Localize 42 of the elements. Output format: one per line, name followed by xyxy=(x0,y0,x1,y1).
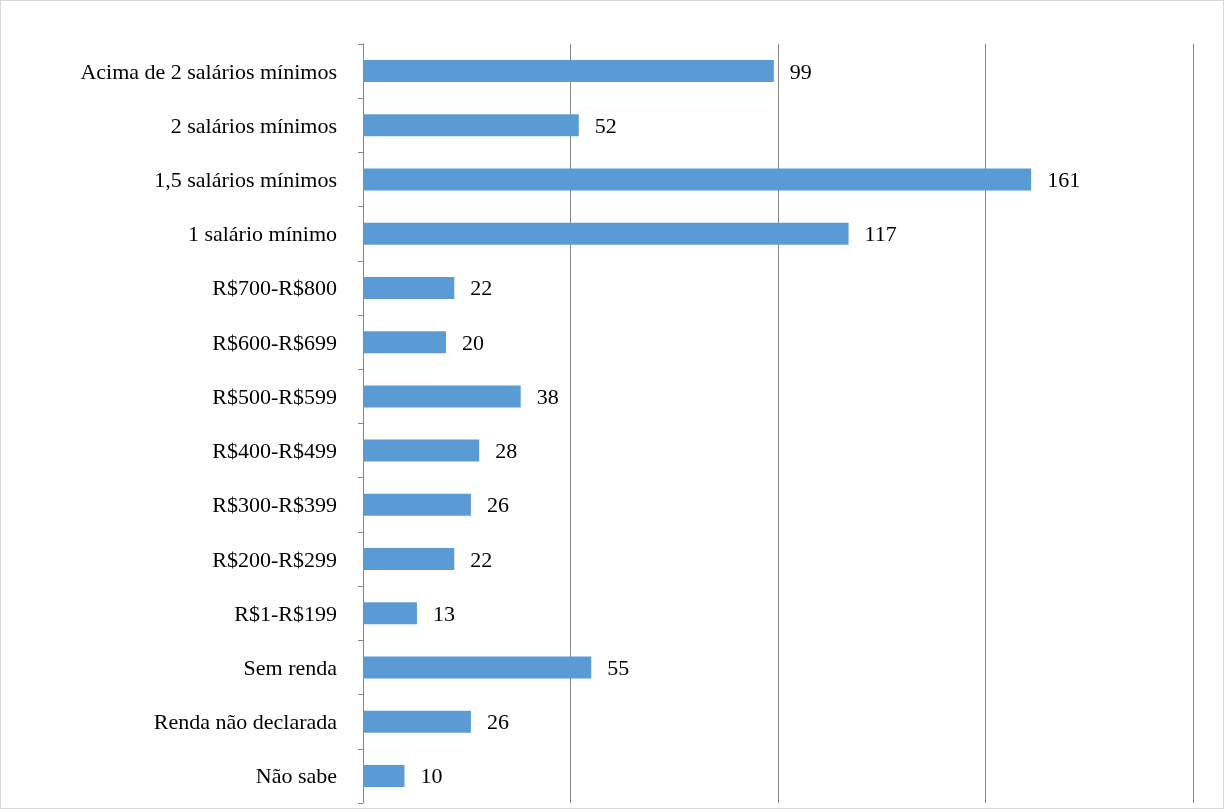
data-label: 99 xyxy=(789,58,812,84)
y-tick-label: R$200-R$299 xyxy=(212,546,337,572)
y-tick-label: 2 salários mínimos xyxy=(170,112,337,138)
data-label: 55 xyxy=(607,654,630,680)
bar xyxy=(363,602,417,625)
data-label: 28 xyxy=(495,438,518,464)
data-label: 117 xyxy=(864,221,897,247)
bar xyxy=(363,114,579,137)
bar xyxy=(363,656,592,679)
bar xyxy=(363,548,455,571)
y-tick-label: R$700-R$800 xyxy=(212,275,337,301)
data-label: 13 xyxy=(432,600,455,626)
bar xyxy=(363,168,1032,191)
data-label: 20 xyxy=(462,329,484,355)
bar xyxy=(363,385,521,408)
bar xyxy=(363,276,455,299)
data-label: 22 xyxy=(470,546,493,572)
y-tick-label: 1 salário mínimo xyxy=(187,221,337,247)
y-tick-label: Renda não declarada xyxy=(153,709,338,735)
bar xyxy=(363,764,405,787)
bar xyxy=(363,331,446,354)
data-label: 10 xyxy=(420,763,443,789)
bar xyxy=(363,439,480,462)
y-tick-label: R$1-R$199 xyxy=(234,600,337,626)
bar xyxy=(363,493,471,516)
y-tick-label: Não sabe xyxy=(255,763,337,789)
data-label: 38 xyxy=(536,383,559,409)
data-label: 22 xyxy=(470,275,493,301)
data-label: 52 xyxy=(594,112,617,138)
y-tick-label: Sem renda xyxy=(243,654,338,680)
data-label: 26 xyxy=(486,709,509,735)
data-label: 161 xyxy=(1047,167,1081,193)
y-tick-label: R$400-R$499 xyxy=(212,438,337,464)
y-tick-label: R$500-R$599 xyxy=(212,383,337,409)
bar xyxy=(363,60,774,83)
y-tick-label: R$600-R$699 xyxy=(212,329,337,355)
y-tick-label: R$300-R$399 xyxy=(212,492,337,518)
bar xyxy=(363,222,849,245)
data-label: 26 xyxy=(486,492,509,518)
y-tick-label: 1,5 salários mínimos xyxy=(154,167,337,193)
y-tick-label: Acima de 2 salários mínimos xyxy=(80,58,337,84)
bar xyxy=(363,710,471,733)
